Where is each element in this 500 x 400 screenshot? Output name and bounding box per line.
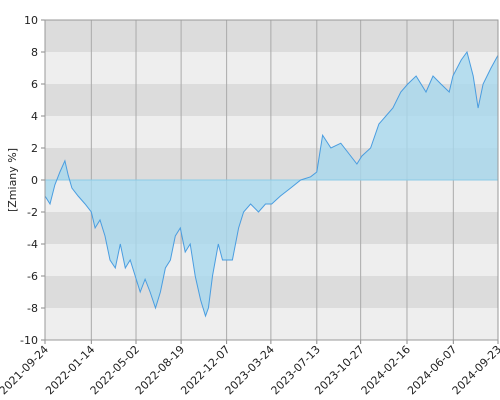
y-tick-label: -8: [27, 302, 38, 315]
y-tick-label: 0: [31, 174, 38, 187]
y-tick-label: -10: [20, 334, 38, 347]
y-axis-label: [Zmiany %]: [6, 148, 19, 212]
grid-band: [45, 20, 498, 52]
line: [44, 50, 499, 318]
y-tick-label: 10: [24, 14, 38, 27]
grid-band: [45, 52, 498, 84]
grid-band: [45, 276, 498, 308]
y-tick-label: 4: [31, 110, 38, 123]
grid-band: [45, 308, 498, 340]
y-tick-label: -2: [27, 206, 38, 219]
y-tick-label: 8: [31, 46, 38, 59]
y-tick-label: 2: [31, 142, 38, 155]
y-tick-label: -4: [27, 238, 38, 251]
grid-band: [45, 244, 498, 276]
plot-frame: [44, 19, 499, 341]
y-tick-label: -6: [27, 270, 38, 283]
y-tick-label: 6: [31, 78, 38, 91]
